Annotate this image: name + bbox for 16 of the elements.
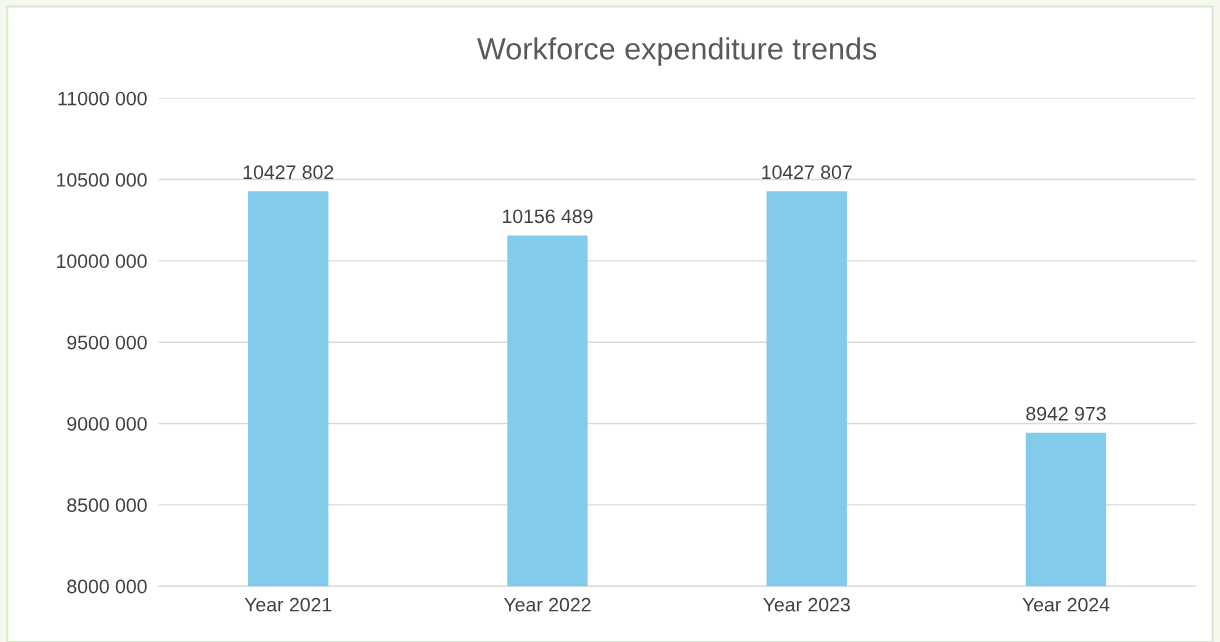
x-tick-label: Year 2024	[1022, 597, 1110, 612]
x-tick-label: Year 2022	[503, 597, 591, 612]
data-label: 10427 802	[243, 165, 334, 180]
y-tick-label: 9500 000	[67, 335, 147, 350]
data-label: 10156 489	[503, 209, 593, 224]
x-tick-label: Year 2021	[244, 597, 332, 612]
y-tick-label: 11000 000	[58, 91, 147, 106]
y-tick-label: 8500 000	[67, 498, 147, 513]
data-label: 10427 807	[762, 165, 852, 180]
y-tick-label: 10500 000	[57, 173, 147, 187]
x-tick-label: Year 2023	[763, 597, 850, 612]
y-tick-label: 10000 000	[57, 254, 147, 269]
data-label: 8942 973	[1026, 406, 1106, 421]
y-tick-label: 9000 000	[67, 416, 147, 431]
chart-title: Workforce expenditure trends	[477, 37, 877, 66]
y-tick-label: 8000 000	[67, 579, 147, 594]
